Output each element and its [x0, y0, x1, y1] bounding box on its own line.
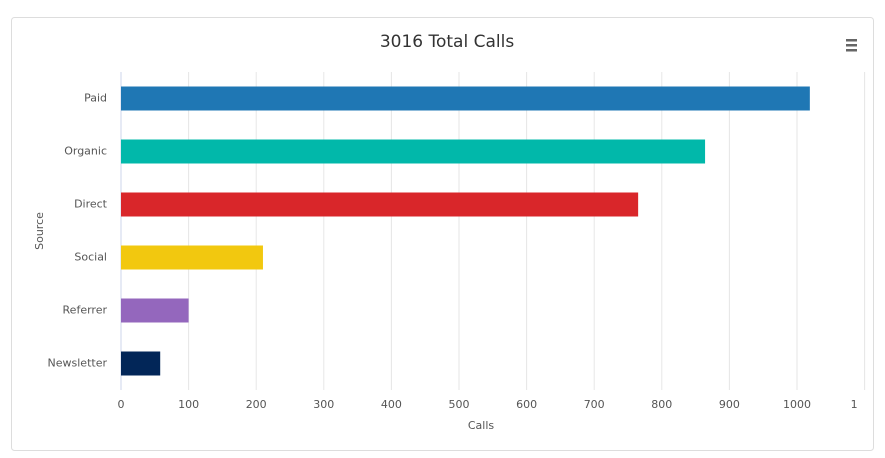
bar	[121, 298, 189, 323]
x-tick-label: 700	[584, 398, 605, 411]
chart-title: 3016 Total Calls	[380, 32, 515, 52]
y-tick-label: Referrer	[63, 304, 108, 317]
x-tick-label: 600	[516, 398, 537, 411]
x-tick-label: 1000	[783, 398, 811, 411]
x-axis-label: Calls	[468, 419, 495, 432]
y-tick-label: Paid	[84, 92, 107, 105]
x-tick-label: 900	[719, 398, 740, 411]
y-tick-label: Organic	[64, 145, 107, 158]
y-axis-label: Source	[33, 212, 46, 250]
bar	[121, 139, 706, 164]
bar	[121, 192, 639, 217]
y-tick-label: Direct	[74, 198, 108, 211]
y-tick-label: Newsletter	[48, 357, 108, 370]
x-tick-label: 100	[178, 398, 199, 411]
x-tick-label: 200	[246, 398, 267, 411]
x-tick-label: 400	[381, 398, 402, 411]
bar	[121, 245, 263, 270]
bar	[121, 351, 161, 376]
x-tick-label: 0	[118, 398, 125, 411]
card	[11, 17, 874, 451]
x-tick-label: 1100	[851, 398, 879, 411]
menu-button[interactable]	[846, 39, 857, 52]
x-tick-label: 800	[651, 398, 672, 411]
x-tick-label: 300	[313, 398, 334, 411]
bar	[121, 86, 810, 111]
y-tick-label: Social	[74, 251, 107, 264]
x-tick-label: 500	[449, 398, 470, 411]
